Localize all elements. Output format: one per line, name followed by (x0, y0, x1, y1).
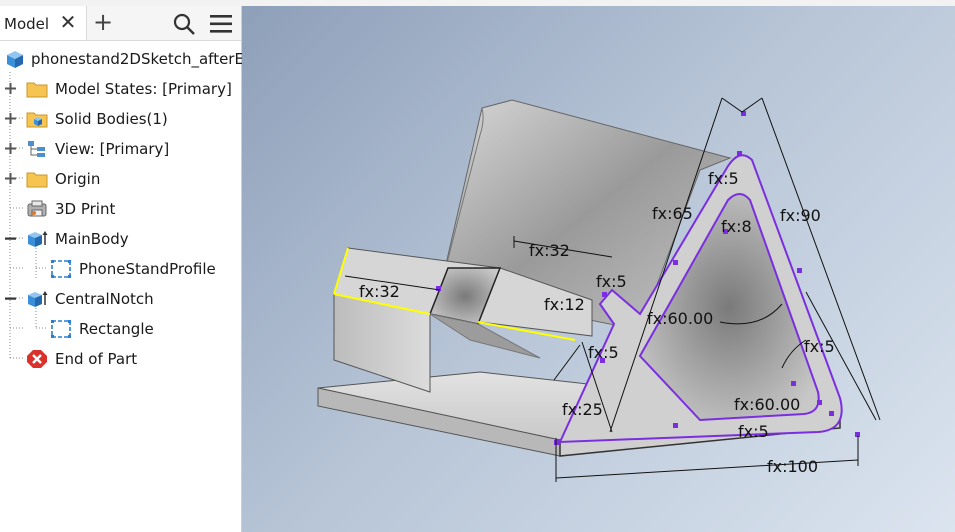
model-tree: phonestand2DSketch_afterExt Model States… (0, 42, 259, 532)
tree-item-end-of-part[interactable]: End of Part (0, 344, 241, 374)
expand-plus-icon[interactable] (4, 112, 17, 125)
dim-label: fx:60.00 (647, 309, 713, 328)
dim-label: fx:100 (767, 457, 818, 476)
tree-item-label: Rectangle (79, 320, 154, 338)
tab-model-label: Model (4, 15, 50, 33)
search-icon[interactable] (172, 12, 196, 36)
tab-model[interactable]: Model ✕ (0, 6, 87, 40)
expand-plus-icon[interactable] (4, 82, 17, 95)
hamburger-menu-icon[interactable] (209, 13, 233, 35)
tree-root-part[interactable]: phonestand2DSketch_afterExt (0, 44, 259, 74)
tree-item-label: End of Part (55, 350, 138, 368)
graphics-viewport[interactable]: fx:32 fx:32 fx:5 fx:12 fx:5 fx:25 fx:65 … (242, 6, 955, 532)
printer-icon (27, 200, 47, 217)
expand-plus-icon[interactable] (4, 172, 17, 185)
view-hierarchy-icon (28, 141, 45, 157)
sketch-points (436, 111, 860, 445)
tree-root-label: phonestand2DSketch_afterExt (31, 50, 259, 68)
tree-item-model-states[interactable]: Model States: [Primary] (0, 74, 241, 104)
sketch-icon (51, 320, 71, 338)
collapse-minus-icon[interactable] (4, 232, 17, 245)
extrude-feature-icon (28, 291, 48, 307)
tree-item-label: Solid Bodies(1) (55, 110, 168, 128)
folder-icon (26, 82, 48, 98)
dim-label: fx:5 (708, 169, 739, 188)
tree-item-view[interactable]: View: [Primary] (0, 134, 241, 164)
dim-label: fx:5 (596, 272, 627, 291)
extrude-feature-icon (28, 231, 48, 247)
tree-item-label: Model States: [Primary] (55, 80, 232, 98)
add-tab-icon[interactable]: + (92, 8, 114, 36)
model-browser-panel: Model ✕ + (0, 6, 259, 532)
expand-plus-icon[interactable] (4, 142, 17, 155)
tree-item-3d-print[interactable]: 3D Print (0, 194, 241, 224)
collapse-minus-icon[interactable] (4, 292, 17, 305)
tree-item-rectangle[interactable]: Rectangle (0, 314, 241, 344)
tree-item-label: View: [Primary] (55, 140, 170, 158)
tree-item-label: PhoneStandProfile (79, 260, 216, 278)
dim-label: fx:65 (652, 204, 693, 223)
tree-item-label: 3D Print (55, 200, 116, 218)
end-of-part-icon (27, 350, 47, 368)
dim-label: fx:5 (738, 422, 769, 441)
tree-item-origin[interactable]: Origin (0, 164, 241, 194)
tree-item-label: MainBody (55, 230, 129, 248)
dim-label: fx:90 (780, 206, 821, 225)
dim-label: fx:25 (562, 400, 603, 419)
dim-label: fx:5 (588, 343, 619, 362)
dim-label: fx:60.00 (734, 395, 800, 414)
tree-item-label: Origin (55, 170, 101, 188)
tree-item-phone-stand-profile[interactable]: PhoneStandProfile (0, 254, 241, 284)
tree-connector-lines (9, 72, 48, 359)
dim-label: fx:12 (544, 295, 585, 314)
dim-label: fx:5 (804, 337, 835, 356)
dimension-labels: fx:32 fx:32 fx:5 fx:12 fx:5 fx:25 fx:65 … (359, 169, 835, 476)
solid-bodies-folder-icon (26, 112, 48, 128)
folder-icon (26, 172, 48, 188)
dim-label: fx:32 (359, 282, 400, 301)
tree-item-label: CentralNotch (55, 290, 154, 308)
tree-item-solid-bodies[interactable]: Solid Bodies(1) (0, 104, 241, 134)
browser-tab-bar: Model ✕ + (0, 6, 241, 41)
model-view-svg[interactable]: fx:32 fx:32 fx:5 fx:12 fx:5 fx:25 fx:65 … (242, 6, 955, 532)
dim-label: fx:8 (721, 217, 752, 236)
tree-item-main-body[interactable]: MainBody (0, 224, 241, 254)
dimension-lines (344, 97, 881, 482)
sketch-icon (51, 260, 71, 278)
dim-label: fx:32 (529, 241, 570, 260)
tree-item-central-notch[interactable]: CentralNotch (0, 284, 241, 314)
part-cube-icon (7, 51, 23, 68)
front-block (333, 247, 593, 393)
close-icon[interactable]: ✕ (59, 10, 77, 34)
